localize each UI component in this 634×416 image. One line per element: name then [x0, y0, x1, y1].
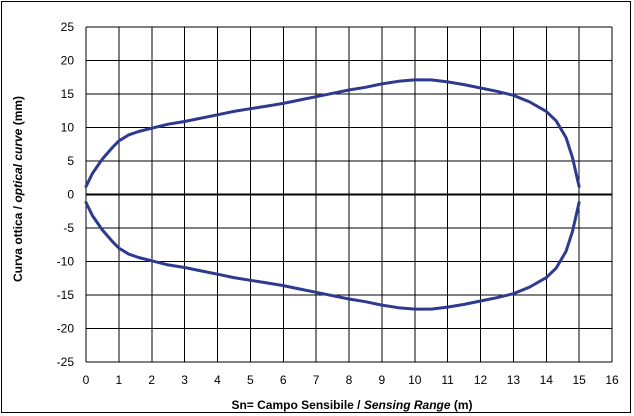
y-tick-label: 20 — [61, 54, 75, 68]
x-tick-label: 9 — [379, 373, 386, 387]
series-lines — [84, 78, 581, 311]
y-tick-label: 15 — [61, 87, 75, 101]
y-tick-labels: 25 20 15 10 5 0 -5 -10 -15 -20 -25 — [57, 20, 75, 369]
y-axis-title: Curva ottica / optical curve (mm) — [11, 95, 25, 283]
y-tick-label: 0 — [67, 188, 74, 202]
x-tick-label: 16 — [605, 373, 619, 387]
x-axis-title: Sn= Campo Sensibile / Sensing Range (m) — [231, 398, 473, 412]
x-tick-label: 1 — [116, 373, 123, 387]
x-tick-label: 14 — [540, 373, 554, 387]
y-axis-title-wrap: Curva ottica / optical curve (mm) — [8, 14, 28, 364]
grid-lines — [85, 26, 613, 363]
x-tick-label: 0 — [83, 373, 90, 387]
x-tick-label: 5 — [247, 373, 254, 387]
x-tick-label: 12 — [474, 373, 488, 387]
x-tick-label: 3 — [181, 373, 188, 387]
x-tick-label: 2 — [148, 373, 155, 387]
y-tick-label: 5 — [67, 154, 74, 168]
x-tick-label: 4 — [214, 373, 221, 387]
x-tick-label: 11 — [441, 373, 454, 387]
y-tick-label: 25 — [61, 20, 75, 34]
x-tick-labels: 0 1 2 3 4 5 6 7 8 9 10 11 12 13 14 15 16 — [83, 373, 619, 387]
y-tick-label: -10 — [57, 255, 75, 269]
y-tick-label: -5 — [63, 221, 74, 235]
x-tick-label: 13 — [507, 373, 521, 387]
x-tick-label: 8 — [346, 373, 353, 387]
y-tick-label: 10 — [61, 121, 75, 135]
x-tick-label: 10 — [408, 373, 422, 387]
y-tick-label: -25 — [57, 355, 75, 369]
x-tick-label: 7 — [313, 373, 320, 387]
series-line-upper — [84, 78, 581, 188]
x-tick-label: 6 — [280, 373, 287, 387]
x-tick-label: 15 — [572, 373, 586, 387]
y-tick-label: -15 — [57, 288, 75, 302]
y-tick-label: -20 — [57, 322, 75, 336]
series-line-lower — [84, 201, 581, 311]
